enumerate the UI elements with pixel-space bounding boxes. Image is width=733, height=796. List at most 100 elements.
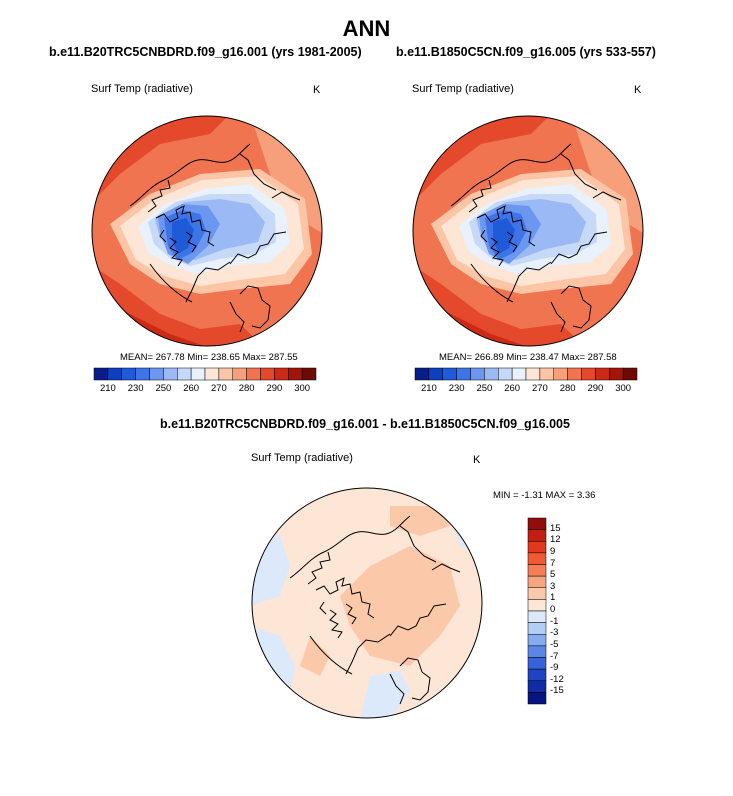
- coastline: [315, 577, 375, 619]
- colorbar-tick-label: 290: [587, 383, 604, 394]
- colorbar-swatch: [609, 367, 624, 381]
- colorbar-swatch: [204, 367, 220, 381]
- colorbar-tick-label: 270: [210, 383, 227, 394]
- colorbar-swatch: [527, 634, 547, 647]
- coastline: [431, 563, 461, 573]
- coastline: [155, 205, 215, 247]
- colorbar-swatch: [527, 517, 547, 530]
- colorbar-tick-label: 280: [559, 383, 576, 394]
- colorbar-swatch: [135, 367, 150, 381]
- colorbar-tick-label: -15: [550, 685, 564, 697]
- panel2-variable-label: Surf Temp (radiative): [412, 83, 514, 95]
- colorbar-tick-label: 5: [550, 569, 556, 581]
- colorbar-swatch: [527, 668, 547, 681]
- colorbar-tick-label: 0: [550, 604, 556, 615]
- colorbar-swatch: [527, 622, 547, 635]
- colorbar-tick-label: -1: [550, 615, 559, 627]
- difference-contour-fill: [390, 506, 450, 536]
- colorbar-swatch: [93, 367, 109, 381]
- panel3-colorbar-ticks: 15 12 9 7 5 3 1 0 -1 -3 -5 -7 -9 -12 -15: [550, 518, 590, 704]
- colorbar-swatch: [539, 367, 554, 381]
- colorbar-tick-label: 12: [550, 534, 561, 546]
- colorbar-tick-label: 15: [550, 522, 561, 534]
- colorbar-tick-label: 7: [550, 557, 556, 569]
- map-boundary: [412, 115, 644, 347]
- coastline: [319, 601, 327, 615]
- coastline: [476, 205, 536, 247]
- panel1-stats: MEAN= 267.78 Min= 238.65 Max= 287.55: [120, 352, 298, 363]
- colorbar-swatch: [149, 367, 164, 381]
- coastline: [470, 263, 514, 303]
- coastline: [129, 143, 251, 207]
- coastline: [329, 609, 343, 639]
- colorbar-swatch: [525, 367, 541, 381]
- panel1-case-title: b.e11.B20TRC5CNBDRD.f09_g16.001 (yrs 198…: [49, 45, 362, 59]
- colorbar-swatch: [527, 529, 547, 542]
- coastline: [147, 179, 171, 213]
- colorbar-tick-label: 9: [550, 545, 556, 557]
- colorbar-swatch: [301, 367, 317, 381]
- coastline: [592, 191, 622, 201]
- coastline: [490, 237, 504, 267]
- panel2-case-title: b.e11.B1850C5CN.f09_g16.005 (yrs 533-557…: [396, 45, 656, 59]
- colorbar-swatch: [246, 367, 261, 381]
- coastline: [560, 153, 598, 191]
- coastline: [550, 231, 608, 265]
- coastline: [506, 231, 518, 253]
- panel3-polar-map: [251, 487, 483, 719]
- colorbar-tick-label: 300: [615, 383, 632, 394]
- difference-contour-fill: [340, 546, 460, 666]
- colorbar-tick-label: 290: [266, 383, 283, 394]
- coastline: [307, 551, 331, 585]
- colorbar-tick-label: 300: [294, 383, 311, 394]
- colorbar-swatch: [414, 367, 430, 381]
- coastline: [271, 191, 301, 201]
- colorbar-swatch: [274, 367, 289, 381]
- colorbar-tick-label: -3: [550, 627, 559, 639]
- colorbar-swatch: [177, 367, 192, 381]
- temperature-contour-fill: [493, 218, 515, 254]
- colorbar-swatch: [527, 599, 547, 612]
- colorbar-tick-label: 280: [238, 383, 255, 394]
- coastline: [506, 261, 552, 303]
- colorbar-swatch: [553, 367, 568, 381]
- colorbar-tick-label: -7: [550, 650, 559, 662]
- coastline: [345, 603, 357, 625]
- colorbar-swatch: [470, 367, 485, 381]
- colorbar-swatch: [260, 367, 275, 381]
- coastline: [480, 229, 488, 243]
- coastline: [309, 635, 353, 675]
- colorbar-swatch: [163, 367, 178, 381]
- colorbar-swatch: [527, 657, 547, 670]
- colorbar-swatch: [232, 367, 247, 381]
- panel3-variable-label: Surf Temp (radiative): [251, 452, 353, 464]
- colorbar-swatch: [622, 367, 638, 381]
- coastline: [468, 179, 492, 213]
- colorbar-swatch: [527, 645, 547, 658]
- map-boundary: [251, 487, 483, 719]
- colorbar-swatch: [498, 367, 513, 381]
- colorbar-tick-label: 3: [550, 580, 556, 592]
- colorbar-swatch: [527, 587, 547, 600]
- figure-title: ANN: [342, 16, 391, 41]
- panel2-colorbar-ticks: 210 230 250 260 270 280 290 300: [415, 383, 637, 397]
- coastline: [185, 231, 197, 253]
- colorbar-swatch: [527, 610, 547, 623]
- colorbar-swatch: [288, 367, 303, 381]
- coastline: [389, 673, 405, 705]
- coastline: [159, 229, 167, 243]
- colorbar-swatch: [581, 367, 596, 381]
- colorbar-swatch: [527, 692, 547, 705]
- colorbar-tick-label: 210: [420, 383, 437, 394]
- colorbar-swatch: [428, 367, 443, 381]
- colorbar-tick-label: 230: [127, 383, 144, 394]
- coastline: [345, 633, 391, 675]
- colorbar-tick-label: 270: [531, 383, 548, 394]
- coastline: [550, 301, 566, 333]
- colorbar-swatch: [595, 367, 610, 381]
- temperature-contour-fill: [172, 218, 194, 254]
- colorbar-tick-label: -9: [550, 662, 559, 674]
- colorbar-swatch: [484, 367, 499, 381]
- panel3-units-label: K: [473, 454, 481, 466]
- panel2-polar-map: [412, 115, 644, 347]
